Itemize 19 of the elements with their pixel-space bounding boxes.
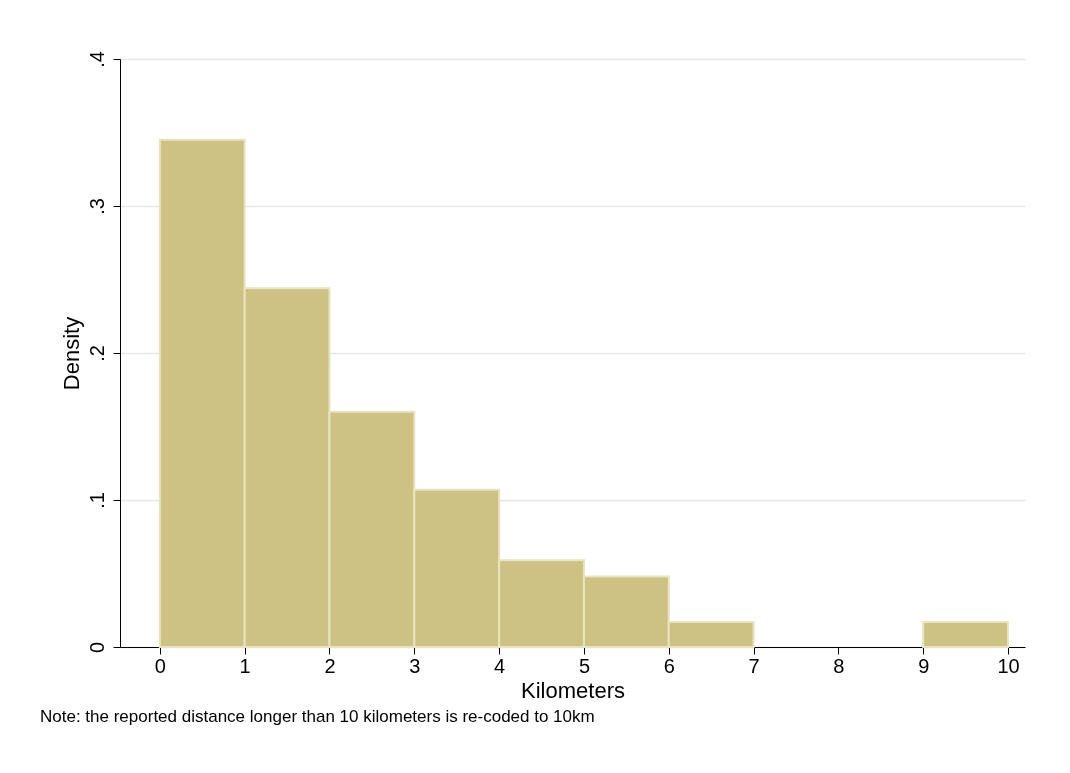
y-tick-label: .2 [85, 345, 108, 362]
y-tick-label: .4 [85, 51, 108, 68]
y-tick-label: .1 [85, 492, 108, 509]
x-tick-label: 3 [409, 654, 421, 677]
y-tick-label: .3 [85, 198, 108, 215]
x-tick-label: 4 [494, 654, 506, 677]
text: Note: the reported distance longer than 10 kilometers is re-coded to 10km [40, 707, 595, 726]
y-tick-label: 0 [85, 641, 108, 654]
y-axis-title: Density [58, 316, 84, 391]
x-tick-label: 0 [154, 654, 166, 677]
x-tick-label: 2 [324, 654, 336, 677]
x-tick-label: 7 [748, 654, 760, 677]
x-axis-title: Kilometers [521, 677, 625, 703]
x-tick-label: 6 [663, 654, 675, 677]
x-tick-label: 1 [239, 654, 251, 677]
x-tick-label: 9 [918, 654, 930, 677]
x-tick-label: 10 [997, 654, 1020, 677]
x-tick-label: 5 [578, 654, 591, 677]
x-tick-label: 8 [833, 654, 845, 677]
